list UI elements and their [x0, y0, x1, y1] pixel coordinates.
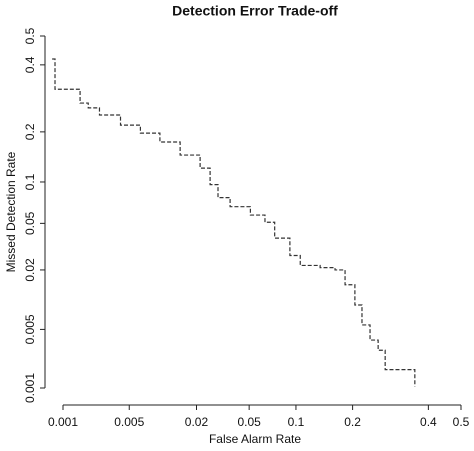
x-tick-label: 0.05 — [237, 415, 261, 429]
det-curve — [52, 58, 416, 387]
y-tick-label: 0.001 — [23, 373, 37, 403]
y-tick-label: 0.005 — [23, 314, 37, 344]
x-axis-label: False Alarm Rate — [209, 432, 301, 446]
x-tick-label: 0.02 — [185, 415, 209, 429]
y-axis-label: Missed Detection Rate — [4, 151, 18, 272]
x-tick-label: 0.1 — [288, 415, 305, 429]
y-tick-label: 0.05 — [23, 211, 37, 235]
x-tick-label: 0.005 — [114, 415, 144, 429]
x-tick-label: 0.2 — [344, 415, 361, 429]
x-tick-label: 0.001 — [48, 415, 78, 429]
chart-title: Detection Error Trade-off — [172, 3, 338, 19]
y-tick-label: 0.02 — [23, 258, 37, 282]
x-tick-label: 0.5 — [453, 415, 470, 429]
y-tick-label: 0.4 — [23, 56, 37, 73]
x-tick-label: 0.4 — [420, 415, 437, 429]
y-tick-label: 0.2 — [23, 123, 37, 140]
y-tick-label: 0.5 — [23, 27, 37, 44]
y-tick-label: 0.1 — [23, 173, 37, 190]
